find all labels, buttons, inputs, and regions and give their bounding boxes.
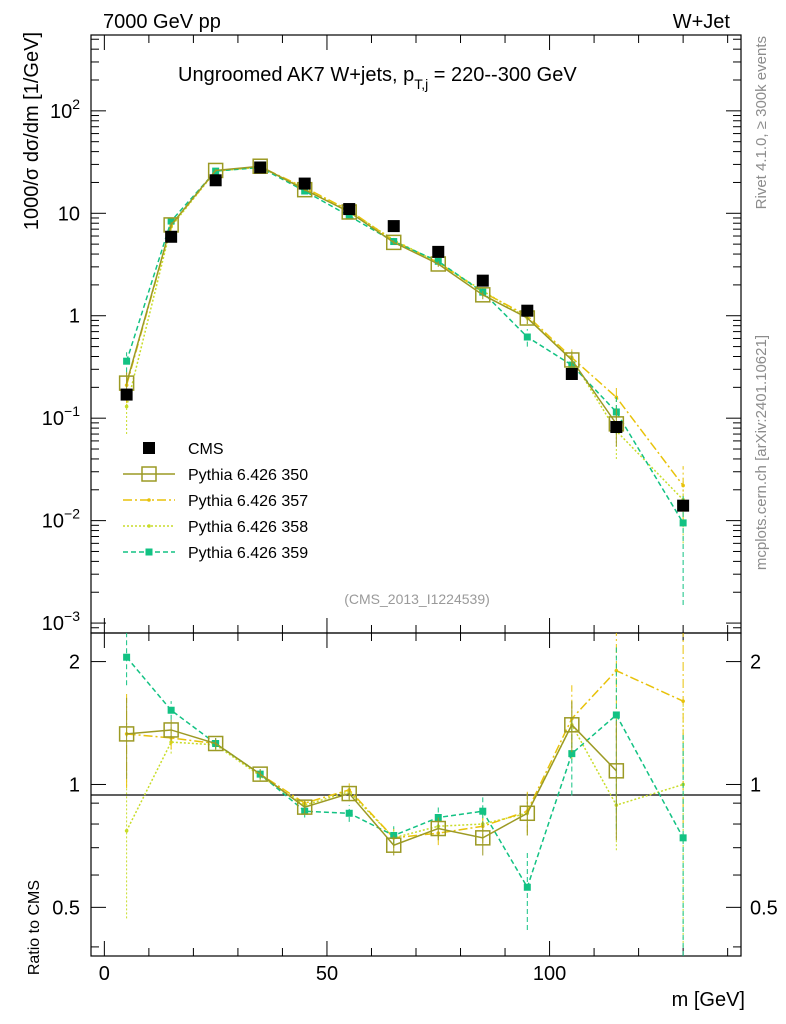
- p350-marker: [608, 763, 625, 779]
- y-tick-label: 102: [50, 96, 80, 123]
- legend-label-cms: CMS: [188, 441, 224, 458]
- cms-marker: [610, 421, 623, 434]
- ratio-y-axis-label: Ratio to CMS: [26, 880, 43, 975]
- p350-marker: [341, 785, 357, 802]
- p350-marker: [475, 830, 491, 846]
- p350-marker: [207, 735, 224, 752]
- cms-marker: [254, 161, 267, 174]
- p359-marker: [612, 711, 620, 719]
- p350-marker: [564, 352, 580, 368]
- legend-label-p350: Pythia 6.426 350: [188, 467, 308, 484]
- p357-marker: [614, 668, 619, 673]
- legend-label-p357: Pythia 6.426 357: [188, 493, 308, 510]
- x-axis: 0 50 100: [99, 35, 729, 985]
- y-tick-label: 10−2: [42, 506, 80, 533]
- main-y-axis: 10−3 10−2 10−1 1 10 102: [42, 38, 741, 635]
- p350-marker: [475, 287, 491, 303]
- p350-marker: [163, 722, 179, 738]
- p358-marker: [147, 524, 151, 528]
- p350-marker: [519, 805, 536, 822]
- p359-line: [126, 656, 684, 890]
- p357-marker: [681, 699, 685, 703]
- main-plot-frame: [90, 34, 742, 634]
- p350-marker: [385, 234, 402, 251]
- y-tick-label-right: 2: [750, 652, 761, 674]
- p359-marker: [123, 653, 131, 661]
- p350-marker: [430, 820, 447, 837]
- header-left: 7000 GeV pp: [103, 11, 221, 33]
- legend-label-p359: Pythia 6.426 359: [188, 545, 308, 562]
- ratio-data-marks: [118, 633, 687, 956]
- y-tick-label: 10: [58, 203, 80, 225]
- main-data-marks: [118, 158, 690, 606]
- side-label-rivet: Rivet 4.1.0, ≥ 300k events: [753, 36, 770, 209]
- p350-marker: [564, 717, 580, 733]
- p359-marker: [568, 750, 576, 758]
- x-tick-label: 100: [533, 963, 566, 985]
- p350-marker: [141, 466, 157, 482]
- p357-marker: [681, 483, 685, 488]
- x-axis-label: m [GeV]: [672, 989, 745, 1011]
- p357-marker: [147, 498, 151, 502]
- cms-marker: [120, 388, 133, 401]
- p358-marker: [124, 829, 129, 833]
- ratio-y-axis: 0.5 0.5 1 1 2 2: [52, 652, 778, 948]
- x-tick-label: 0: [99, 963, 110, 985]
- p350-marker: [118, 726, 135, 742]
- p359-marker: [167, 706, 175, 714]
- p359-marker: [523, 333, 531, 341]
- cms-marker: [565, 367, 578, 380]
- main-y-axis-label: 1000/σ dσ/dm [1/GeV]: [21, 32, 43, 230]
- header-right: W+Jet: [673, 11, 731, 33]
- cms-marker: [432, 245, 445, 258]
- y-tick-label: 10−1: [42, 403, 80, 430]
- p359-marker: [167, 217, 175, 225]
- p359-marker: [523, 883, 531, 891]
- p359-marker: [145, 548, 153, 556]
- p350-marker: [385, 837, 402, 853]
- p359-marker: [123, 357, 131, 365]
- y-tick-label: 1: [69, 306, 80, 328]
- p359-marker: [679, 519, 687, 527]
- y-tick-label-right: 0.5: [750, 897, 778, 919]
- y-tick-label-right: 1: [750, 774, 761, 796]
- p357-line: [125, 165, 684, 486]
- p359-marker: [679, 834, 687, 842]
- cms-marker: [677, 499, 690, 512]
- reference-label: (CMS_2013_I1224539): [344, 591, 490, 607]
- p350-line: [125, 165, 617, 425]
- cms-marker: [521, 304, 534, 317]
- cms-marker: [298, 177, 311, 190]
- cms-marker: [143, 442, 155, 454]
- y-tick-label: 1: [69, 774, 80, 796]
- side-label-mcplots: mcplots.cern.ch [arXiv:2401.10621]: [753, 335, 770, 570]
- p358-marker: [124, 404, 129, 409]
- cms-marker: [165, 230, 178, 243]
- cms-marker: [209, 174, 222, 187]
- p350-marker: [252, 766, 268, 782]
- p359-marker: [479, 807, 487, 815]
- cms-marker: [476, 274, 489, 287]
- legend-label-p358: Pythia 6.426 358: [188, 519, 308, 536]
- x-tick-label: 50: [316, 963, 338, 985]
- y-tick-label: 10−3: [42, 608, 80, 635]
- cms-marker: [387, 220, 400, 233]
- cms-marker: [343, 203, 356, 216]
- p350-line: [126, 723, 617, 847]
- y-tick-label: 0.5: [52, 897, 80, 919]
- y-tick-label: 2: [69, 652, 80, 674]
- p359-marker: [345, 212, 353, 220]
- legend: CMS Pythia 6.426 350 Pythia 6.426 357 Pythi…: [123, 441, 308, 562]
- plot-title: Ungroomed AK7 W+jets, pT,j = 220--300 Ge…: [178, 64, 577, 92]
- p350-marker: [296, 799, 313, 815]
- p359-marker: [345, 809, 353, 817]
